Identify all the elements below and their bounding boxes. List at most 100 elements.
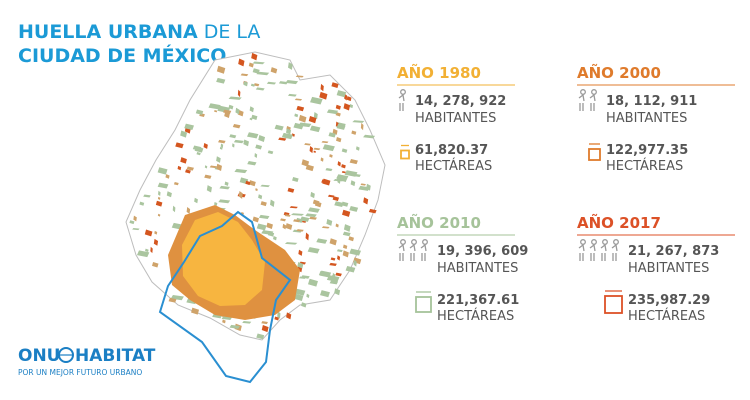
urban-patch bbox=[184, 123, 194, 130]
urban-patch bbox=[214, 110, 218, 113]
person-body bbox=[578, 93, 585, 111]
urban-patch bbox=[313, 150, 316, 153]
urban-patch bbox=[296, 229, 304, 232]
urban-patch bbox=[245, 180, 251, 186]
urban-patch bbox=[309, 216, 317, 220]
urban-patch bbox=[304, 143, 311, 146]
area-unit: HECTÁREAS bbox=[437, 308, 514, 324]
urban-patch bbox=[254, 153, 258, 159]
urban-patch bbox=[295, 75, 304, 78]
urban-patch bbox=[153, 238, 159, 246]
urban-patch bbox=[298, 249, 303, 256]
urban-patch bbox=[363, 134, 376, 139]
urban-patch bbox=[349, 159, 358, 165]
person-head bbox=[400, 239, 406, 245]
population-unit: HABITANTES bbox=[606, 111, 687, 126]
urban-patch bbox=[336, 90, 347, 98]
urban-patch bbox=[250, 83, 255, 87]
urban-patch bbox=[173, 182, 179, 186]
urban-patch bbox=[297, 261, 304, 269]
urban-patch bbox=[218, 139, 226, 144]
urban-patch bbox=[321, 179, 329, 184]
urban-patch bbox=[154, 230, 158, 235]
urban-patch bbox=[310, 96, 323, 105]
urban-patch bbox=[334, 288, 341, 296]
urban-patch bbox=[341, 171, 346, 174]
person-body bbox=[420, 243, 427, 261]
urban-patch bbox=[294, 98, 303, 101]
urban-patch bbox=[337, 255, 341, 261]
urban-patch bbox=[363, 197, 369, 205]
urban-patch bbox=[219, 185, 230, 190]
urban-patch bbox=[285, 128, 292, 135]
urban-patch bbox=[224, 181, 229, 186]
urban-patch bbox=[258, 214, 270, 220]
area: 122,977.35 bbox=[606, 143, 688, 158]
population-unit: HABITANTES bbox=[628, 261, 709, 276]
person-head bbox=[400, 89, 406, 95]
urban-patch bbox=[336, 137, 342, 143]
urban-patch bbox=[270, 67, 278, 74]
urban-patch bbox=[133, 215, 137, 222]
urban-patch bbox=[237, 89, 241, 98]
urban-patch bbox=[336, 249, 343, 253]
urban-patch bbox=[144, 229, 153, 237]
urban-patch bbox=[252, 61, 265, 65]
urban-patch bbox=[293, 219, 301, 223]
urban-patch bbox=[342, 209, 351, 217]
urban-patch bbox=[343, 244, 348, 250]
urban-patch bbox=[293, 122, 304, 130]
urban-patch bbox=[255, 188, 258, 192]
urban-patch bbox=[251, 52, 258, 61]
urban-patch bbox=[267, 231, 275, 237]
urban-patch bbox=[136, 250, 150, 258]
urban-patch bbox=[206, 185, 212, 193]
urban-patch bbox=[332, 196, 340, 201]
urban-patch bbox=[312, 199, 320, 206]
urban-patch bbox=[341, 201, 349, 207]
urban-patch bbox=[247, 160, 257, 166]
urban-patch bbox=[346, 96, 352, 102]
urban-patch bbox=[252, 216, 259, 223]
urban-patch bbox=[341, 148, 348, 153]
urban-patch bbox=[235, 107, 240, 115]
urban-patch bbox=[322, 144, 335, 152]
urban-patch bbox=[208, 103, 221, 110]
urban-patch bbox=[350, 180, 356, 187]
urban-patch bbox=[155, 200, 163, 207]
urban-patch bbox=[308, 115, 317, 124]
urban-patch bbox=[233, 139, 244, 144]
urban-patch bbox=[326, 275, 340, 282]
urban-patch bbox=[248, 180, 256, 187]
urban-patch bbox=[335, 223, 339, 228]
urban-patch bbox=[157, 196, 161, 200]
urban-patch bbox=[129, 220, 135, 225]
urban-patch bbox=[157, 182, 169, 189]
urban-patch bbox=[285, 223, 293, 230]
urban-patch bbox=[228, 96, 242, 100]
urban-patch bbox=[296, 105, 305, 112]
urban-patch bbox=[145, 248, 149, 253]
urban-patch bbox=[256, 71, 270, 76]
urban-patch bbox=[165, 174, 170, 179]
person-body bbox=[398, 93, 405, 111]
urban-patch bbox=[343, 224, 351, 232]
urban-patch bbox=[352, 120, 365, 123]
urban-patch bbox=[348, 236, 354, 242]
panel-year: AÑO 2000 bbox=[577, 63, 661, 82]
urban-patch bbox=[249, 106, 254, 113]
urban-patch bbox=[289, 206, 298, 209]
urban-patch bbox=[292, 177, 299, 183]
urban-patch bbox=[355, 146, 360, 151]
person-head bbox=[580, 89, 586, 95]
logo: ONU HABITAT POR UN MEJOR FUTURO URBANO bbox=[18, 346, 156, 377]
urban-patch bbox=[261, 325, 269, 333]
urban-patch bbox=[248, 62, 254, 68]
person-body bbox=[600, 243, 607, 261]
urban-patch bbox=[307, 278, 318, 287]
urban-patch bbox=[203, 143, 208, 149]
urban-patch bbox=[243, 81, 248, 87]
population: 19, 396, 609 bbox=[437, 244, 528, 259]
